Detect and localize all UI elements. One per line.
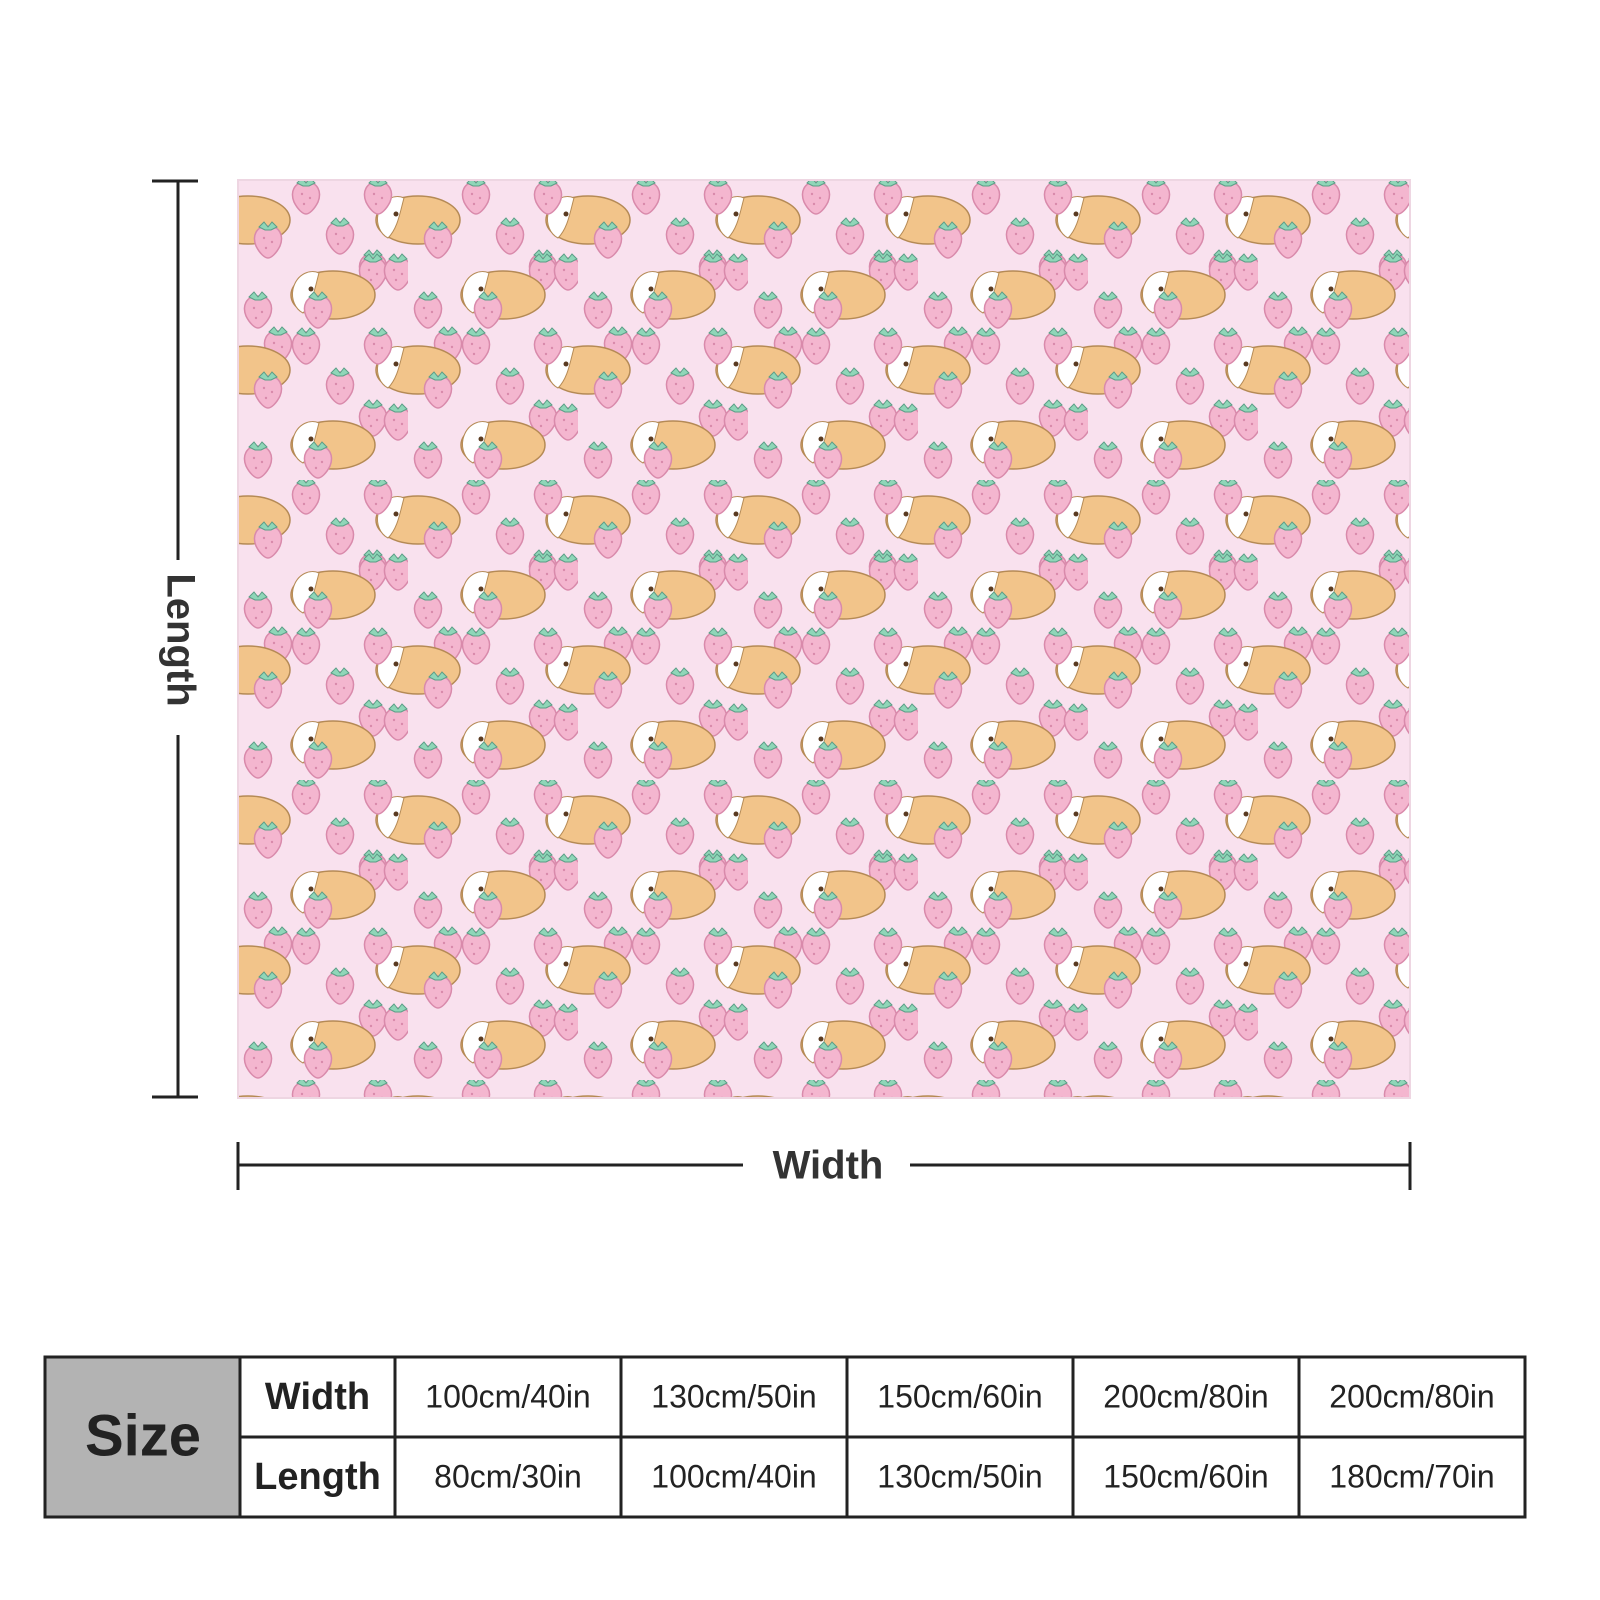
size-header-cell xyxy=(45,1357,240,1517)
length-label: Length xyxy=(158,573,202,706)
width-label: Width xyxy=(773,1144,884,1188)
length-indicator xyxy=(152,179,198,1099)
size-value: 200cm/80in xyxy=(1103,1378,1268,1414)
size-value: 150cm/60in xyxy=(1103,1458,1268,1494)
row-label: Width xyxy=(265,1376,370,1418)
size-value: 100cm/40in xyxy=(651,1458,816,1494)
blanket xyxy=(237,179,1411,1099)
size-value: 150cm/60in xyxy=(877,1378,1042,1414)
size-value: 80cm/30in xyxy=(434,1458,582,1494)
row-label: Length xyxy=(254,1456,381,1498)
size-table: Size Width 100cm/40in 130cm/50in 150cm/60in… xyxy=(43,1355,1527,1519)
size-header: Size xyxy=(85,1403,201,1468)
size-value: 200cm/80in xyxy=(1329,1378,1494,1414)
size-value: 100cm/40in xyxy=(425,1378,590,1414)
size-value: 180cm/70in xyxy=(1329,1458,1494,1494)
width-indicator xyxy=(236,1142,1412,1190)
size-value: 130cm/50in xyxy=(651,1378,816,1414)
size-value: 130cm/50in xyxy=(877,1458,1042,1494)
